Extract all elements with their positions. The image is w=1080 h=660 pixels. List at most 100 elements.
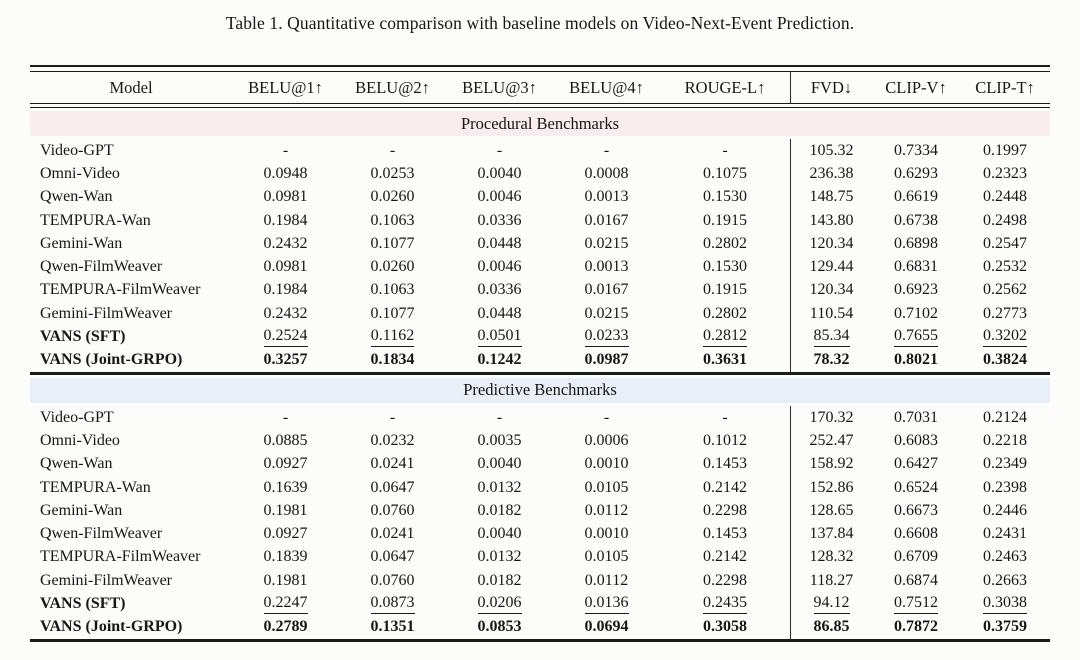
metric-value: 0.0260 [370,258,415,276]
value-cell: 0.6619 [872,186,960,209]
value-cell: 0.6524 [872,476,960,499]
metric-value: 0.0013 [584,258,629,276]
model-name-cell: Omni-Video [40,431,120,449]
metric-value: 0.1077 [370,234,415,252]
metric-value: 0.0927 [263,455,308,473]
metric-value: - [389,408,396,426]
value-cell: 0.3824 [960,349,1050,372]
value-cell: 0.2562 [960,279,1050,302]
table-row: Qwen-Wan 0.0981 0.0260 0.0046 0.0013 0.1530 14… [30,185,1050,209]
model-name-cell: Qwen-FilmWeaver [40,258,163,276]
metric-value: 0.0132 [477,478,522,496]
value-cell: 0.0694 [553,616,660,639]
metric-value: 0.3631 [703,351,747,369]
value-cell: 0.1530 [660,255,790,278]
value-cell: - [232,406,339,429]
value-cell: 0.6898 [872,232,960,255]
metric-value: - [496,141,503,159]
value-cell: - [553,406,660,429]
value-cell: 0.0010 [553,453,660,476]
value-cell: 0.7872 [872,616,960,639]
metric-value: 158.92 [809,455,854,473]
metric-value: 0.3038 [983,594,1027,614]
value-cell: 0.0232 [339,429,446,452]
model-name-cell: Video-GPT [40,408,114,426]
value-cell: 0.0241 [339,453,446,476]
model-name-cell: Gemini-FilmWeaver [40,571,173,589]
value-cell: 0.6083 [872,429,960,452]
column-header-belu2: BELU@2↑ [355,77,430,97]
value-cell: 0.0981 [232,186,339,209]
metric-value: 0.0501 [477,327,522,348]
model-name-cell: Gemini-Wan [40,234,123,252]
section-banner: Predictive Benchmarks [30,377,1050,403]
metric-value: 0.1012 [703,431,747,449]
metric-value: 0.6608 [894,525,938,543]
value-cell: 0.2463 [960,546,1050,569]
metric-value: 0.0112 [584,501,629,519]
metric-value: 0.0981 [263,258,308,276]
metric-value: 0.2298 [703,501,747,519]
value-cell: 0.0927 [232,453,339,476]
column-header-clip-v: CLIP-V↑ [885,77,947,97]
value-cell: 0.0132 [446,546,553,569]
metric-value: 0.2562 [983,281,1027,299]
value-cell: 0.0760 [339,499,446,522]
metric-value: 0.2142 [703,478,747,496]
metric-value: 110.54 [809,304,854,322]
value-cell: 137.84 [790,522,872,546]
value-cell: 0.2498 [960,209,1050,232]
value-cell: 128.32 [790,545,872,570]
value-cell: 0.3058 [660,616,790,639]
value-cell: 78.32 [790,348,872,372]
value-cell: 0.6608 [872,522,960,545]
metric-value: 0.1453 [703,525,747,543]
table-bottom-rule [30,638,1050,642]
value-cell: 0.2663 [960,569,1050,592]
value-cell: 120.34 [790,232,872,256]
metric-value: 0.6874 [894,571,938,589]
section-banner-label: Predictive Benchmarks [463,380,617,400]
metric-value: 0.0215 [584,304,629,322]
metric-value: 0.2448 [983,188,1027,206]
metric-value: 0.0853 [477,618,522,636]
metric-value: 0.0981 [263,188,308,206]
metric-value: 0.0206 [477,594,522,614]
value-cell: 0.1453 [660,522,790,545]
metric-value: 0.6524 [894,478,938,496]
metric-value: 120.34 [809,281,854,299]
metric-value: 0.0260 [370,188,415,206]
value-cell: 0.0760 [339,569,446,592]
value-cell: 0.2398 [960,476,1050,499]
value-cell: 0.0008 [553,162,660,185]
metric-value: 0.1997 [983,141,1027,159]
table-caption: Table 1. Quantitative comparison with ba… [225,13,855,33]
value-cell: 85.34 [790,325,872,349]
value-cell: 0.0046 [446,255,553,278]
metric-value: 0.2142 [703,548,747,566]
metric-value: 0.0182 [477,501,522,519]
value-cell: 128.65 [790,499,872,523]
value-cell: 0.0647 [339,476,446,499]
metric-value: 152.86 [809,478,854,496]
value-cell: 0.6738 [872,209,960,232]
metric-value: 0.0948 [263,164,308,182]
value-cell: 0.0167 [553,279,660,302]
value-cell: 0.2349 [960,453,1050,476]
model-name-cell: TEMPURA-FilmWeaver [40,548,201,566]
model-name-cell: VANS (SFT) [40,594,126,612]
metric-value: 0.2498 [983,211,1027,229]
value-cell: 0.3759 [960,616,1050,639]
metric-value: 0.6293 [894,164,938,182]
metric-value: - [603,141,610,159]
metric-value: - [282,408,289,426]
metric-value: 0.0927 [263,525,308,543]
metric-value: 0.3202 [983,327,1027,348]
metric-value: 0.0010 [584,455,629,473]
value-cell: 0.6709 [872,546,960,569]
model-name-cell: Omni-Video [40,164,120,182]
metric-value: 0.3824 [983,351,1027,369]
metric-value: - [282,141,289,159]
metric-value: 0.1063 [370,281,415,299]
table-body: Procedural Benchmarks Video-GPT - - - - - 105.3… [30,111,1050,639]
